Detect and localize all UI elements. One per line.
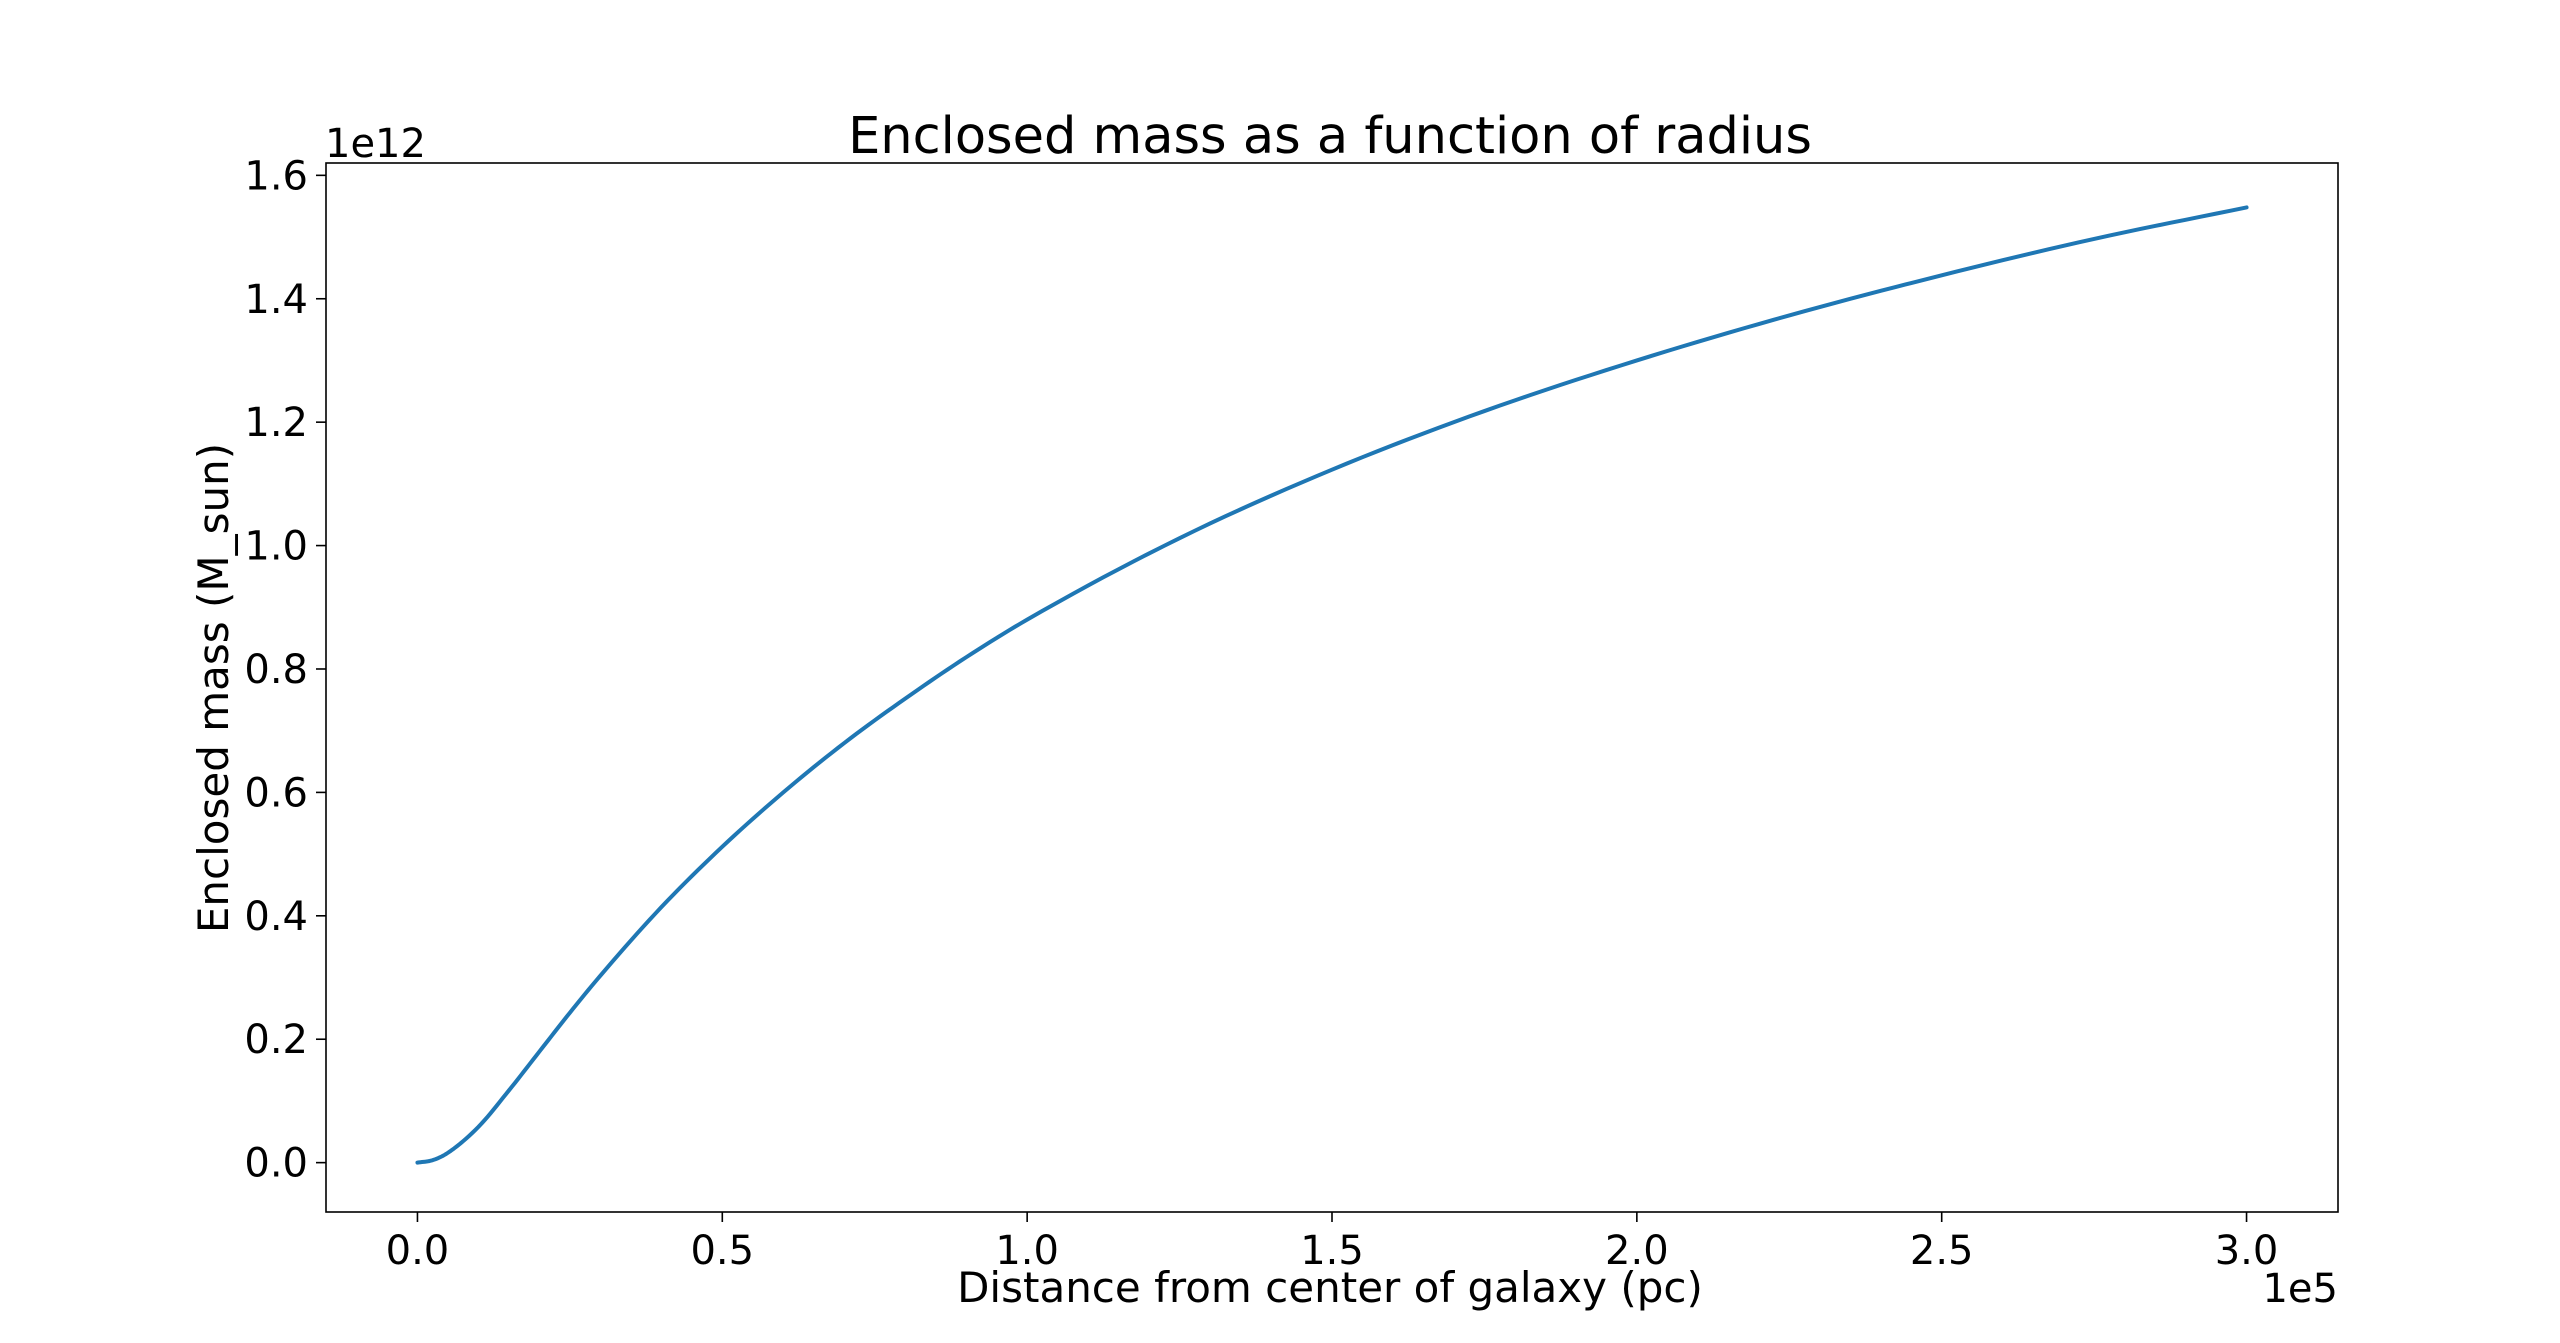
x-axis-label: Distance from center of galaxy (pc) (957, 1263, 1703, 1312)
y-tick-label: 1.2 (244, 400, 308, 446)
x-tick-label: 1.5 (1300, 1228, 1364, 1274)
series-line (415, 205, 2249, 1165)
x-tick-label: 2.5 (1910, 1228, 1974, 1274)
x-offset-label: 1e5 (2262, 1266, 2338, 1312)
y-axis-ticks: 0.0 0.2 0.4 0.6 0.8 1.0 1.2 1.4 1.6 (244, 153, 326, 1187)
y-tick-label: 1.0 (244, 524, 308, 570)
y-tick-label: 0.2 (244, 1017, 308, 1063)
chart-title: Enclosed mass as a function of radius (848, 107, 1812, 166)
y-tick-label: 0.6 (244, 770, 308, 816)
y-tick-label: 0.4 (244, 894, 308, 940)
y-tick-label: 0.0 (244, 1141, 308, 1187)
y-tick-label: 1.6 (244, 153, 308, 199)
y-tick-label: 1.4 (244, 277, 308, 323)
x-tick-label: 1.0 (995, 1228, 1059, 1274)
plot-area-frame (325, 162, 2339, 1213)
x-tick-label: 0.0 (386, 1228, 450, 1274)
y-tick-label: 0.8 (244, 647, 308, 693)
y-axis-label: Enclosed mass (M_sun) (189, 443, 238, 933)
x-tick-label: 0.5 (690, 1228, 754, 1274)
y-offset-label: 1e12 (325, 121, 426, 167)
x-tick-label: 3.0 (2215, 1228, 2279, 1274)
x-tick-label: 2.0 (1605, 1228, 1669, 1274)
x-axis-ticks: 0.0 0.5 1.0 1.5 2.0 2.5 3.0 (386, 1212, 2279, 1274)
